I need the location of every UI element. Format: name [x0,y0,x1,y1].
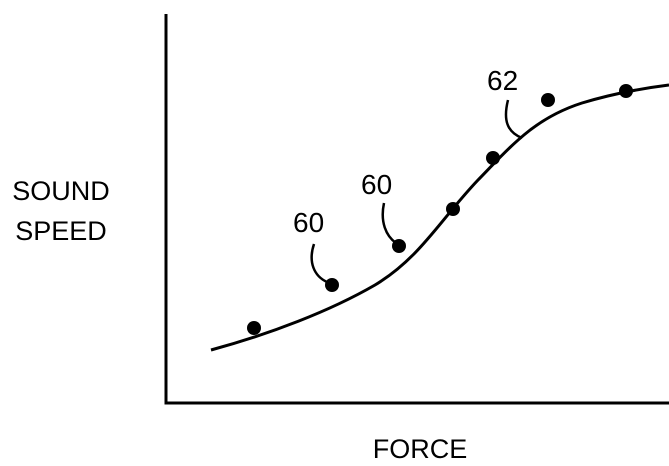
reference-numeral-60-right: 60 [361,169,392,200]
leader-line-60-right [381,202,397,245]
data-point [619,84,633,98]
reference-numeral-62: 62 [487,65,518,96]
axes [164,14,669,405]
y-axis-label-line2: SPEED [15,216,107,246]
fitted-curve [210,83,669,352]
data-point [486,151,500,165]
data-point [446,202,460,216]
y-axis-label-line1: SOUND [12,176,110,206]
data-point [325,278,339,292]
leader-line-60-left [310,243,328,284]
data-point [541,93,555,107]
x-axis-label: FORCE [373,434,468,464]
leader-line-62 [504,99,523,140]
reference-numeral-60-left: 60 [293,207,324,238]
data-point [247,321,261,335]
